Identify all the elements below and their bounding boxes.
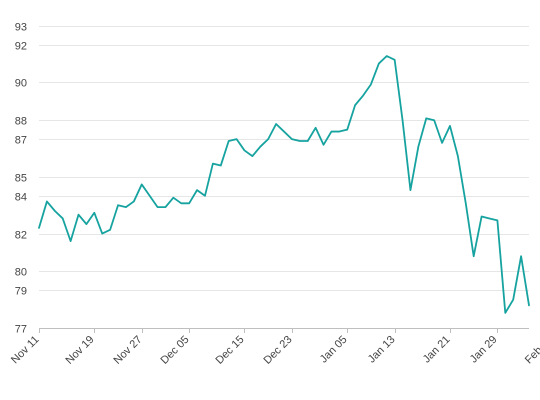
y-tick-label: 93 xyxy=(15,22,27,34)
y-tick-label: 90 xyxy=(15,78,27,90)
x-tick-label: Nov 27 xyxy=(111,334,144,367)
x-axis-tick-labels: Nov 11 Nov 19 Nov 27 Dec 05 Dec 15 Dec 23 Jan … xyxy=(9,334,540,367)
series-line xyxy=(38,55,530,314)
y-tick-label: 80 xyxy=(15,267,27,279)
x-tick-label: Feb 06 xyxy=(523,334,540,367)
x-tick-label: Nov 11 xyxy=(9,334,42,367)
x-axis xyxy=(39,328,529,333)
x-tick-label: Dec 05 xyxy=(158,334,191,367)
y-tick-label: 88 xyxy=(15,116,27,128)
series-layer xyxy=(38,55,530,314)
x-tick-label: Dec 23 xyxy=(261,334,294,367)
y-tick-label: 82 xyxy=(15,230,27,242)
y-tick-label: 85 xyxy=(15,173,27,185)
y-tick-label: 77 xyxy=(15,324,27,336)
x-tick-label: Jan 29 xyxy=(468,334,500,366)
x-tick-label: Dec 15 xyxy=(213,334,246,367)
x-tick-label: Nov 19 xyxy=(63,334,96,367)
y-tick-label: 92 xyxy=(15,41,27,53)
x-tick-label: Jan 21 xyxy=(421,334,453,366)
x-tick-label: Jan 05 xyxy=(318,334,350,366)
x-tick-label: Jan 13 xyxy=(366,334,398,366)
y-tick-label: 84 xyxy=(15,192,27,204)
grid-lines xyxy=(39,26,529,291)
y-tick-label: 87 xyxy=(15,135,27,147)
y-axis-tick-labels: 93 92 90 88 87 85 84 82 80 79 77 xyxy=(15,22,27,336)
y-tick-label: 79 xyxy=(15,286,27,298)
